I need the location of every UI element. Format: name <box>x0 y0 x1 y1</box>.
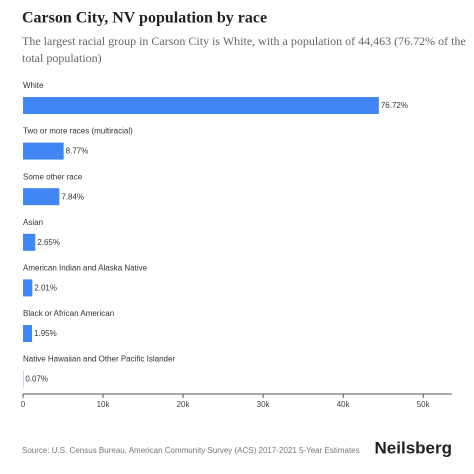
x-tick-label: 10k <box>97 400 111 409</box>
brand: Neilsberg <box>375 438 452 457</box>
chart-title: Carson City, NV population by race <box>22 10 267 27</box>
bar <box>23 188 60 206</box>
x-tick-label: 50k <box>417 400 431 409</box>
x-tick-label: 20k <box>177 400 191 409</box>
value-label: 7.84% <box>61 192 84 201</box>
x-tick-label: 30k <box>257 400 271 409</box>
value-label: 76.72% <box>381 101 408 110</box>
chart-subtitle: total population) <box>22 51 102 65</box>
category-label: Native Hawaiian and Other Pacific Island… <box>23 355 175 364</box>
value-label: 2.01% <box>34 284 57 293</box>
category-label: Two or more races (multiracial) <box>23 127 133 136</box>
category-label: White <box>23 81 44 90</box>
category-label: Some other race <box>23 172 83 181</box>
x-tick-label: 0 <box>21 400 26 409</box>
bar <box>23 142 64 160</box>
x-tick-label: 40k <box>337 400 351 409</box>
value-label: 1.95% <box>34 329 57 338</box>
chart-subtitle: The largest racial group in Carson City … <box>22 34 466 48</box>
value-label: 0.07% <box>25 375 48 384</box>
bar <box>23 233 36 251</box>
bar <box>23 97 379 114</box>
category-label: Black or African American <box>23 309 114 318</box>
bar <box>23 325 33 342</box>
value-label: 8.77% <box>66 147 89 156</box>
value-label: 2.65% <box>37 238 60 247</box>
source: Source: U.S. Census Bureau, American Com… <box>22 446 360 455</box>
category-label: American Indian and Alaska Native <box>23 264 148 273</box>
bar <box>23 279 33 297</box>
category-label: Asian <box>23 218 43 227</box>
